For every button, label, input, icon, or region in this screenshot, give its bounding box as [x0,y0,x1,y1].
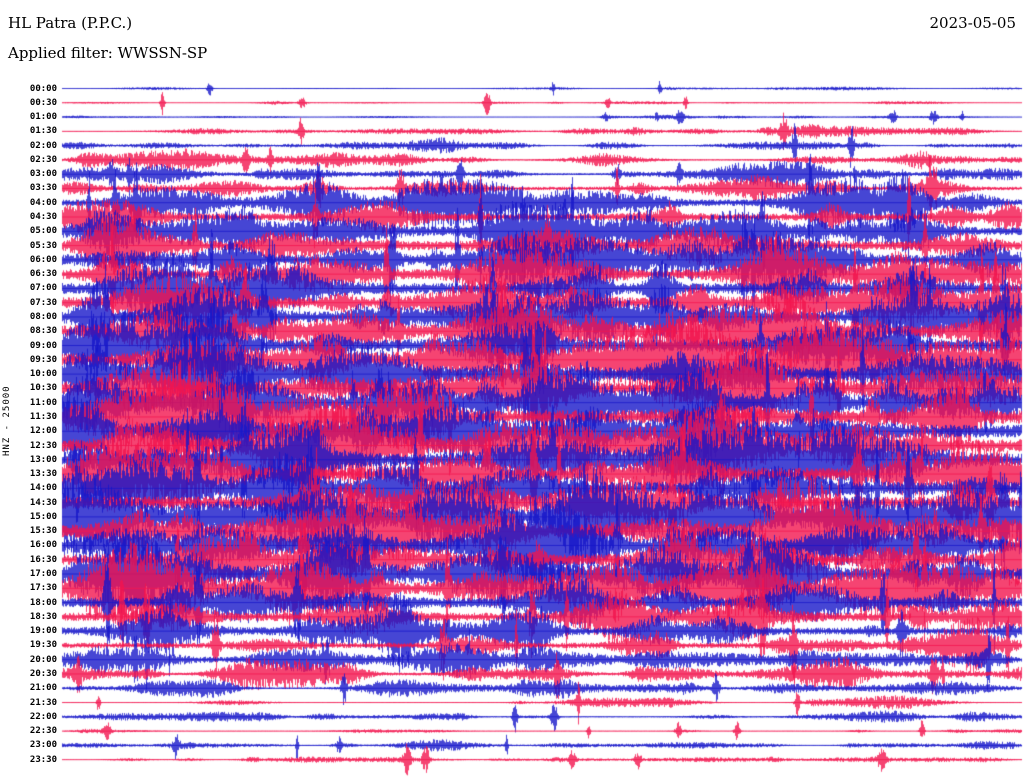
time-label: 11:30 [29,411,57,422]
time-label: 13:30 [29,469,57,480]
time-label: 06:30 [29,269,57,280]
time-label: 22:00 [29,711,57,722]
date-label: 2023-05-05 [929,14,1016,32]
time-label: 01:30 [29,126,57,137]
time-label: 17:00 [29,569,57,580]
time-label: 18:30 [29,611,57,622]
time-label: 03:00 [29,169,57,180]
time-label: 06:00 [29,254,57,265]
time-label: 04:00 [29,197,57,208]
time-label: 07:00 [29,283,57,294]
time-label: 17:30 [29,583,57,594]
time-label: 21:00 [29,683,57,694]
time-label: 21:30 [29,697,57,708]
time-label: 02:00 [29,140,57,151]
time-label: 10:30 [29,383,57,394]
time-label: 13:00 [29,454,57,465]
time-label: 05:30 [29,240,57,251]
time-label: 08:00 [29,311,57,322]
time-label: 11:00 [29,397,57,408]
time-label: 18:00 [29,597,57,608]
time-label: 04:30 [29,212,57,223]
time-label: 14:00 [29,483,57,494]
time-label: 16:00 [29,540,57,551]
filter-label: Applied filter: WWSSN-SP [8,44,208,62]
time-label: 15:00 [29,511,57,522]
time-label: 19:30 [29,640,57,651]
time-label: 15:30 [29,526,57,537]
time-label: 00:00 [29,83,57,94]
time-label: 09:30 [29,354,57,365]
station-title: HL Patra (P.P.C.) [8,14,133,32]
time-label: 05:00 [29,226,57,237]
time-label: 20:00 [29,654,57,665]
time-label: 23:30 [29,754,57,765]
time-label: 14:30 [29,497,57,508]
time-label: 23:00 [29,740,57,751]
time-label: 12:30 [29,440,57,451]
time-label: 08:30 [29,326,57,337]
time-label: 19:00 [29,626,57,637]
time-label: 07:30 [29,297,57,308]
time-label: 00:30 [29,97,57,108]
time-label: 02:30 [29,154,57,165]
time-label: 01:00 [29,112,57,123]
time-label: 10:00 [29,369,57,380]
time-label: 16:30 [29,554,57,565]
time-label: 03:30 [29,183,57,194]
time-label: 20:30 [29,668,57,679]
time-label: 22:30 [29,726,57,737]
time-label: 12:00 [29,426,57,437]
time-label: 09:00 [29,340,57,351]
